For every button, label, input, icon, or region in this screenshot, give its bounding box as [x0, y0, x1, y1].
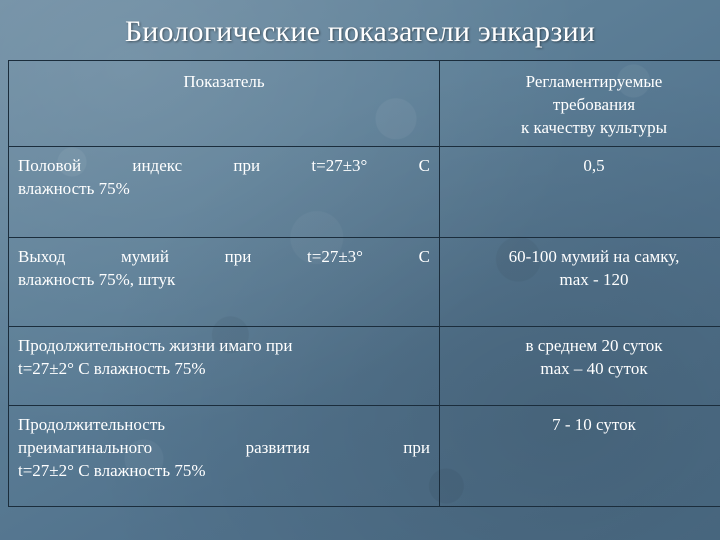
biological-indicators-table: Показатель Регламентируемые требования к…: [8, 60, 720, 507]
row-3-parameter-line3: t=27±2° C влажность 75%: [18, 461, 206, 480]
row-1-requirement-line1: 60-100 мумий на самку,: [508, 247, 680, 266]
row-1-parameter-line2: влажность 75%, штук: [18, 270, 176, 289]
row-2-parameter-line2: t=27±2° C влажность 75%: [18, 359, 206, 378]
row-0-parameter-cell: Половой индекс при t=27±3° C влажность 7…: [8, 146, 440, 238]
row-2-parameter-line1: Продолжительность жизни имаго при: [18, 336, 293, 355]
row-0-requirement-line1: 0,5: [583, 156, 605, 175]
header-cell-parameter: Показатель: [8, 60, 440, 147]
table-row: Продолжительность преимагинального разви…: [8, 405, 720, 507]
header-requirement-line3: к качеству культуры: [520, 118, 668, 137]
table-row: Половой индекс при t=27±3° C влажность 7…: [8, 146, 720, 238]
row-1-requirement-cell: 60-100 мумий на самку, max - 120: [439, 237, 720, 327]
table-container: Показатель Регламентируемые требования к…: [8, 60, 720, 507]
row-0-requirement-cell: 0,5: [439, 146, 720, 238]
table-row: Продолжительность жизни имаго при t=27±2…: [8, 326, 720, 406]
header-requirement-line1: Регламентируемые: [525, 72, 663, 91]
row-1-parameter-cell: Выход мумий при t=27±3° C влажность 75%,…: [8, 237, 440, 327]
row-2-requirement-cell: в среднем 20 суток max – 40 суток: [439, 326, 720, 406]
table-row: Выход мумий при t=27±3° C влажность 75%,…: [8, 237, 720, 327]
header-cell-requirement: Регламентируемые требования к качеству к…: [439, 60, 720, 147]
header-parameter-label: Показатель: [183, 72, 265, 91]
row-3-parameter-line2: преимагинального развития при: [18, 438, 430, 457]
row-1-requirement-line2: max - 120: [559, 270, 629, 289]
row-2-requirement-line2: max – 40 суток: [540, 359, 648, 378]
row-3-requirement-cell: 7 - 10 суток: [439, 405, 720, 507]
row-0-parameter-line1: Половой индекс при t=27±3° C: [18, 156, 430, 175]
row-1-parameter-line1: Выход мумий при t=27±3° C: [18, 247, 430, 266]
row-3-requirement-line1: 7 - 10 суток: [552, 415, 636, 434]
row-3-parameter-line1: Продолжительность: [18, 415, 165, 434]
page-title: Биологические показатели энкарзии: [124, 15, 596, 48]
header-requirement-line2: требования: [552, 95, 636, 114]
row-3-parameter-cell: Продолжительность преимагинального разви…: [8, 405, 440, 507]
row-2-parameter-cell: Продолжительность жизни имаго при t=27±2…: [8, 326, 440, 406]
row-0-parameter-line2: влажность 75%: [18, 179, 130, 198]
row-2-requirement-line1: в среднем 20 суток: [525, 336, 663, 355]
table-header-row: Показатель Регламентируемые требования к…: [8, 60, 720, 147]
